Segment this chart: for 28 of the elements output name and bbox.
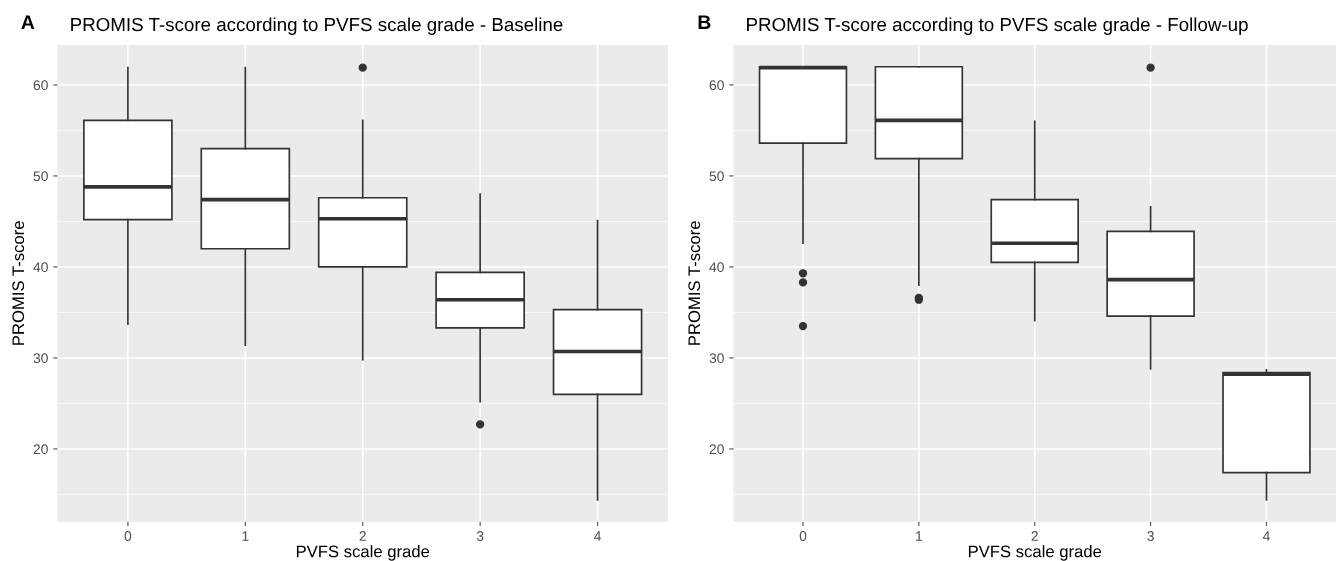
text: A <box>21 15 35 29</box>
x-tick-label: 3 <box>476 531 484 541</box>
y-tick-label: 30 <box>33 353 48 364</box>
x-axis-title: PVFS scale grade <box>296 545 430 561</box>
y-tick-label: 60 <box>33 80 48 91</box>
text: B <box>698 15 711 29</box>
y-tick-label: 40 <box>709 262 724 273</box>
x-tick-label: 0 <box>124 531 132 541</box>
y-axis-title: PROMIS T-score <box>12 221 25 345</box>
y-tick-label: 50 <box>33 171 48 182</box>
y-axis-title: PROMIS T-score <box>688 221 701 345</box>
chart-title: PROMIS T-score according to PVFS scale grade - Follow-up <box>747 17 1248 35</box>
y-tick-label: 30 <box>709 353 724 364</box>
x-tick-label: 2 <box>359 531 366 541</box>
x-tick-label: 4 <box>1262 531 1270 541</box>
x-tick-label: 1 <box>916 531 923 541</box>
y-tick-label: 60 <box>709 80 724 91</box>
x-tick-label: 1 <box>242 531 249 541</box>
x-tick-label: 2 <box>1031 531 1038 541</box>
x-axis-title: PVFS scale grade <box>968 545 1102 561</box>
y-tick-label: 40 <box>33 262 48 273</box>
y-tick-label: 20 <box>33 444 48 455</box>
x-tick-label: 4 <box>594 531 602 541</box>
x-tick-label: 0 <box>799 531 807 541</box>
chart-title: PROMIS T-score according to PVFS scale grade - Baseline <box>71 17 563 35</box>
y-tick-label: 50 <box>709 171 724 182</box>
y-tick-label: 20 <box>709 444 724 455</box>
x-tick-label: 3 <box>1147 531 1154 541</box>
